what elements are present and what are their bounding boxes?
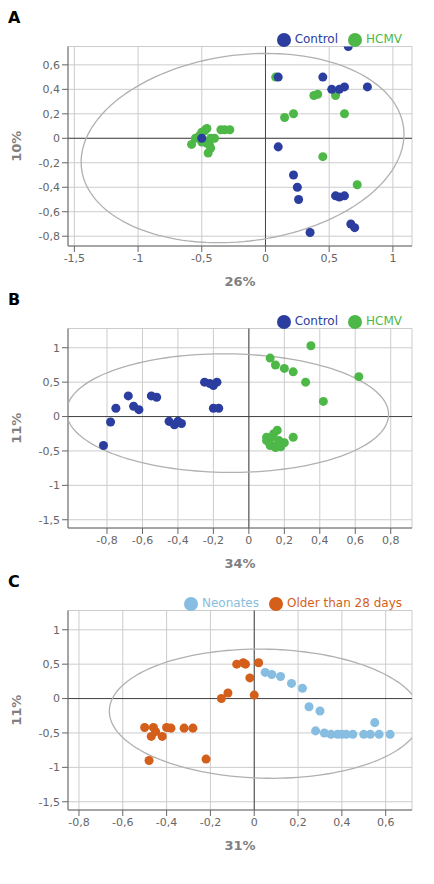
svg-text:0: 0: [53, 410, 60, 423]
html-text:C: C: [8, 572, 20, 591]
svg-text:1: 1: [53, 624, 60, 637]
svg-text:11%: 11%: [9, 695, 24, 726]
svg-text:0,2: 0,2: [276, 534, 294, 547]
svg-text:0: 0: [251, 816, 258, 829]
svg-text:-0,8: -0,8: [96, 534, 117, 547]
svg-text:0,4: 0,4: [311, 534, 329, 547]
svg-text:34%: 34%: [224, 556, 255, 571]
svg-text:10%: 10%: [9, 131, 24, 162]
svg-text:-0,6: -0,6: [112, 816, 133, 829]
svg-text:0: 0: [245, 534, 252, 547]
svg-text:-0,4: -0,4: [39, 181, 60, 194]
svg-text:0,6: 0,6: [377, 816, 395, 829]
svg-text:11%: 11%: [9, 413, 24, 444]
svg-text:0: 0: [262, 252, 269, 265]
html-text:B: B: [8, 290, 21, 309]
svg-text:-0,2: -0,2: [203, 534, 224, 547]
html-text:Control: Control: [294, 314, 338, 328]
svg-text:-0,4: -0,4: [167, 534, 188, 547]
svg-text:0,2: 0,2: [43, 108, 61, 121]
html-text:HCMV: HCMV: [366, 32, 402, 46]
svg-text:1: 1: [53, 342, 60, 355]
svg-text:0,6: 0,6: [347, 534, 365, 547]
svg-text:0,5: 0,5: [43, 376, 61, 389]
html-text:Control: Control: [294, 32, 338, 46]
svg-text:0,5: 0,5: [320, 252, 338, 265]
svg-text:-0,5: -0,5: [39, 445, 60, 458]
svg-text:-0,2: -0,2: [200, 816, 221, 829]
svg-text:0,4: 0,4: [43, 83, 61, 96]
svg-text:-0,6: -0,6: [132, 534, 153, 547]
svg-text:26%: 26%: [224, 274, 255, 289]
svg-text:0: 0: [53, 132, 60, 145]
svg-text:-0,8: -0,8: [68, 816, 89, 829]
svg-text:-0,6: -0,6: [39, 206, 60, 219]
svg-text:0,2: 0,2: [289, 816, 307, 829]
svg-text:-0,5: -0,5: [39, 727, 60, 740]
svg-text:0,8: 0,8: [382, 534, 400, 547]
svg-text:-1: -1: [49, 479, 60, 492]
html-text:A: A: [8, 8, 21, 27]
svg-text:0,6: 0,6: [43, 59, 61, 72]
svg-text:1: 1: [389, 252, 396, 265]
svg-text:-0,2: -0,2: [39, 157, 60, 170]
svg-text:0: 0: [53, 692, 60, 705]
svg-text:-1: -1: [133, 252, 144, 265]
html-text:HCMV: HCMV: [366, 314, 402, 328]
svg-text:31%: 31%: [224, 838, 255, 853]
svg-text:0,5: 0,5: [43, 658, 61, 671]
svg-text:0,4: 0,4: [333, 816, 351, 829]
html-text:Neonates: Neonates: [202, 596, 259, 610]
svg-text:-0,4: -0,4: [156, 816, 177, 829]
html-text:Older than 28 days: Older than 28 days: [287, 596, 402, 610]
svg-text:-1,5: -1,5: [39, 514, 60, 527]
svg-text:-1: -1: [49, 761, 60, 774]
svg-text:-1,5: -1,5: [39, 796, 60, 809]
svg-text:-0,5: -0,5: [191, 252, 212, 265]
svg-text:-1,5: -1,5: [64, 252, 85, 265]
svg-text:-0,8: -0,8: [39, 230, 60, 243]
